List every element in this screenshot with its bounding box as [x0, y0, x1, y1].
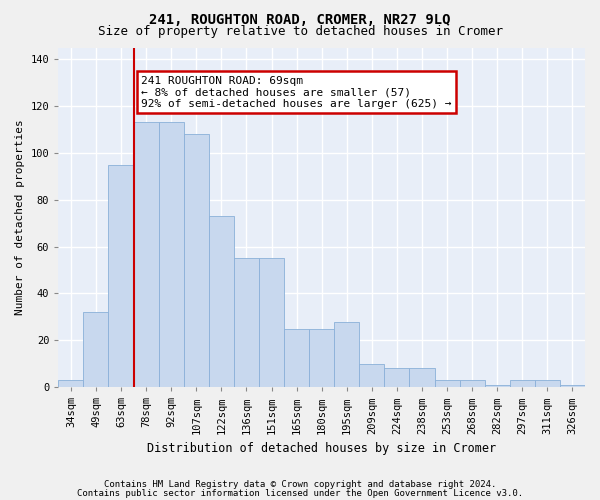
Bar	[158, 122, 184, 387]
Bar	[234, 258, 259, 387]
Bar	[58, 380, 83, 387]
Text: Size of property relative to detached houses in Cromer: Size of property relative to detached ho…	[97, 25, 503, 38]
Bar	[209, 216, 234, 387]
Bar	[434, 380, 460, 387]
Bar	[109, 164, 134, 387]
Text: Contains HM Land Registry data © Crown copyright and database right 2024.: Contains HM Land Registry data © Crown c…	[104, 480, 496, 489]
Bar	[259, 258, 284, 387]
Bar	[560, 385, 585, 387]
Text: 241, ROUGHTON ROAD, CROMER, NR27 9LQ: 241, ROUGHTON ROAD, CROMER, NR27 9LQ	[149, 12, 451, 26]
Bar	[460, 380, 485, 387]
Bar	[409, 368, 434, 387]
Bar	[184, 134, 209, 387]
Bar	[284, 328, 309, 387]
X-axis label: Distribution of detached houses by size in Cromer: Distribution of detached houses by size …	[147, 442, 496, 455]
Bar	[309, 328, 334, 387]
Bar	[510, 380, 535, 387]
Bar	[83, 312, 109, 387]
Bar	[334, 322, 359, 387]
Bar	[385, 368, 409, 387]
Y-axis label: Number of detached properties: Number of detached properties	[15, 120, 25, 315]
Bar	[535, 380, 560, 387]
Bar	[134, 122, 158, 387]
Text: Contains public sector information licensed under the Open Government Licence v3: Contains public sector information licen…	[77, 489, 523, 498]
Bar	[485, 385, 510, 387]
Bar	[359, 364, 385, 387]
Text: 241 ROUGHTON ROAD: 69sqm
← 8% of detached houses are smaller (57)
92% of semi-de: 241 ROUGHTON ROAD: 69sqm ← 8% of detache…	[141, 76, 452, 109]
